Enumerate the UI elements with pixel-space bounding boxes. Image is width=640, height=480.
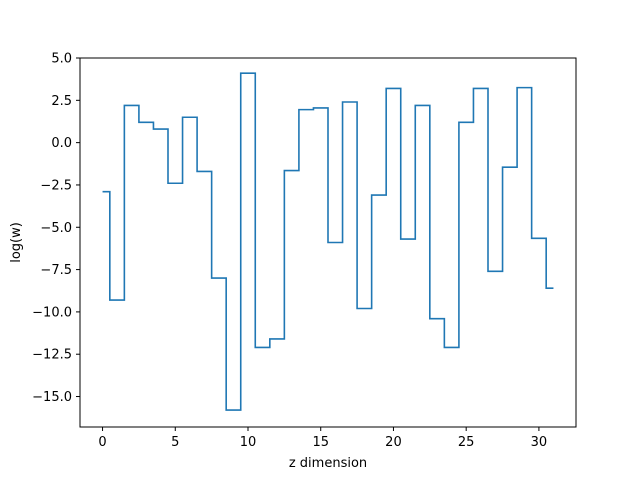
x-tick-label: 10 xyxy=(240,435,257,450)
ticks-layer: 0 5 10 15 20 25 30 5.0 2.5 0.0 −2.5 −5.0 −7.5 −10.0 −1… xyxy=(32,52,547,451)
x-axis-label: z dimension xyxy=(289,456,367,471)
series-step-line xyxy=(102,72,554,411)
x-tick-label: 20 xyxy=(385,435,402,450)
plot-layer xyxy=(102,72,554,411)
y-tick-label: 5.0 xyxy=(51,52,72,67)
x-tick-label: 25 xyxy=(458,435,475,450)
y-tick-label: −5.0 xyxy=(40,221,72,236)
y-tick-label: −15.0 xyxy=(32,390,72,405)
x-tick-label: 30 xyxy=(531,435,548,450)
y-tick-label: −10.0 xyxy=(32,305,72,320)
x-tick-label: 5 xyxy=(171,435,179,450)
axes-frame xyxy=(79,57,577,428)
y-tick-label: −7.5 xyxy=(40,263,72,278)
x-tick-label: 0 xyxy=(98,435,106,450)
y-tick-label: −12.5 xyxy=(32,348,72,363)
y-axis-label: log(w) xyxy=(9,222,24,263)
x-tick-label: 15 xyxy=(312,435,329,450)
y-tick-label: 0.0 xyxy=(51,136,72,151)
y-tick-label: −2.5 xyxy=(40,178,72,193)
y-tick-label: 2.5 xyxy=(51,94,72,109)
